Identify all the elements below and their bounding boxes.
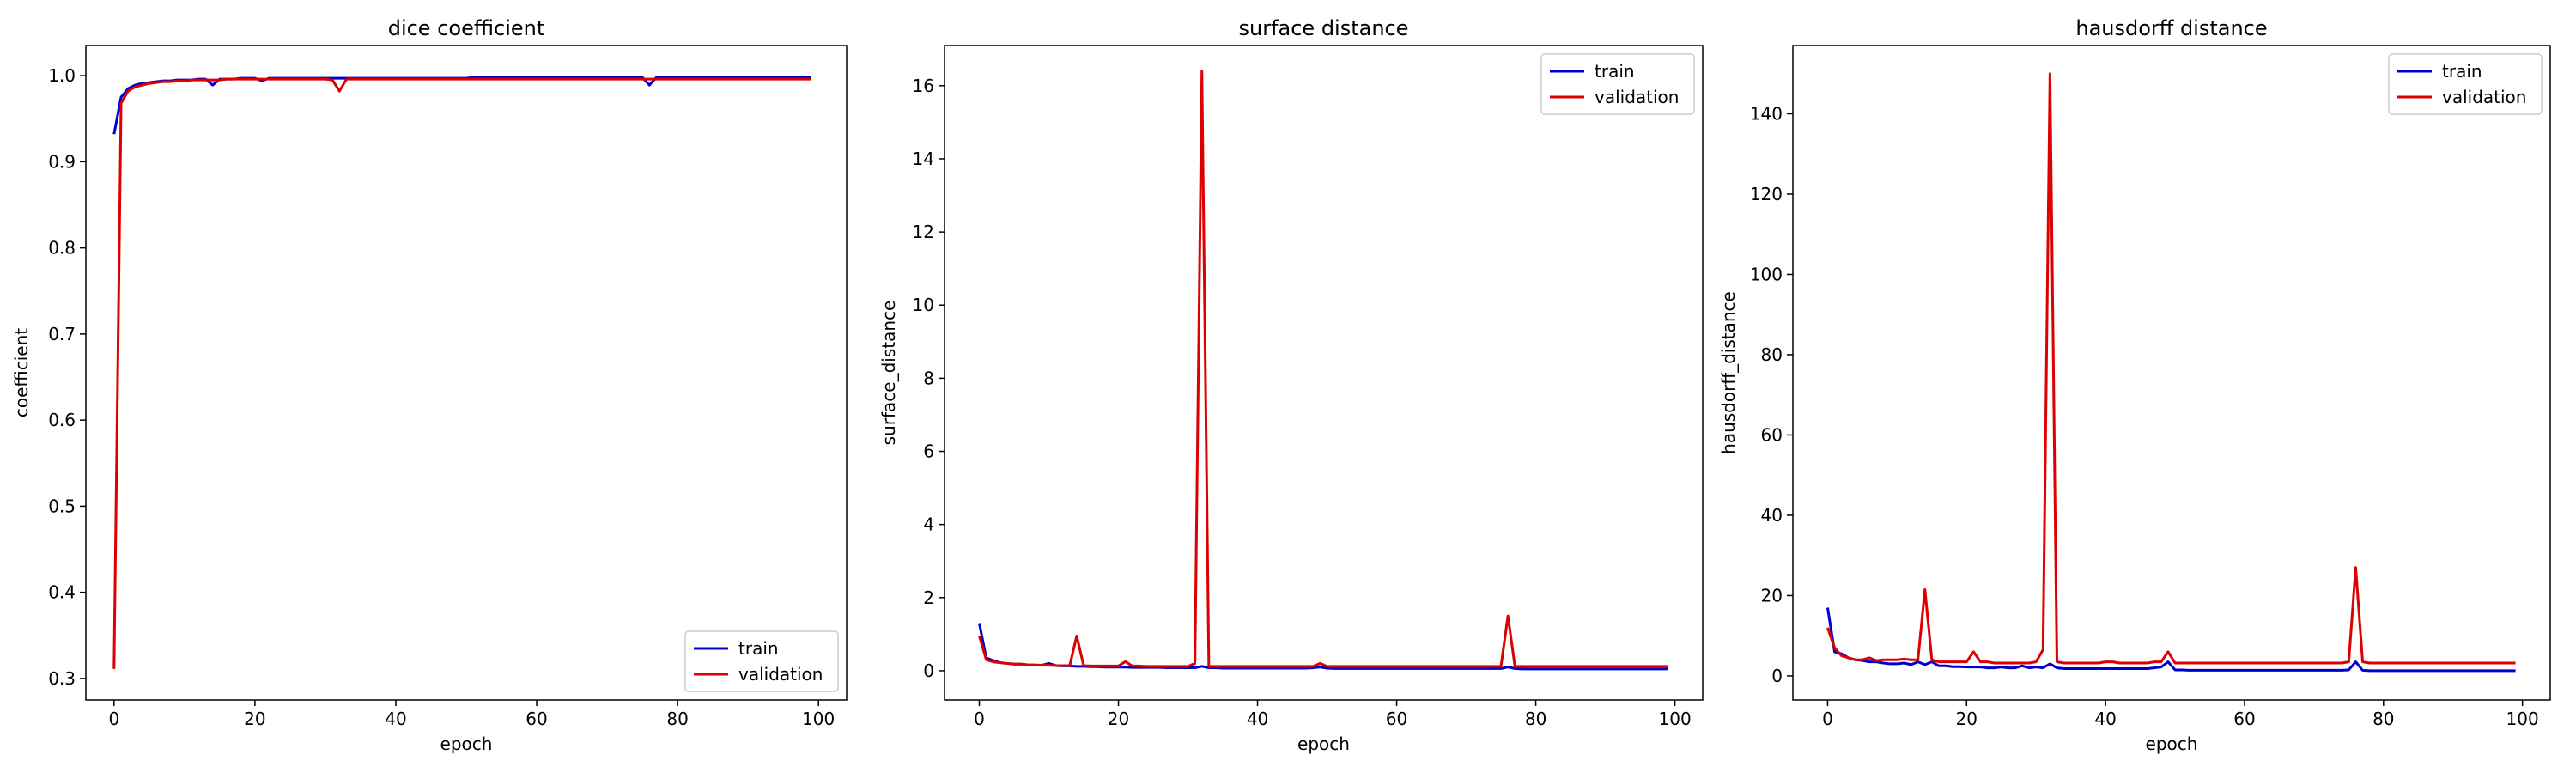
plot-frame — [944, 45, 1704, 701]
legend: train validation — [1540, 53, 1695, 115]
y-tick-label: 120 — [1750, 184, 1783, 204]
series-line-validation — [1826, 72, 2516, 665]
y-tick-label: 4 — [923, 514, 934, 535]
x-tick-label: 100 — [2506, 709, 2539, 729]
y-tick-label: 0 — [923, 660, 934, 681]
series-group — [978, 70, 1668, 671]
y-tick-label: 60 — [1761, 424, 1783, 445]
legend: train validation — [684, 630, 839, 692]
chart-1: dice coefficient 0 20 40 60 80 100 0.3 0.4 0.5 0.6… — [11, 16, 848, 754]
plot-frame — [85, 45, 848, 701]
x-tick-label: 20 — [1956, 709, 1978, 729]
series-group — [112, 76, 811, 669]
x-tick-label: 0 — [974, 709, 985, 729]
plot-frame — [1792, 45, 2551, 701]
legend-box — [1540, 53, 1695, 115]
series-group — [1826, 72, 2516, 673]
y-tick-label: 10 — [913, 295, 934, 315]
y-tick-label: 0.8 — [48, 238, 76, 259]
chart-3: hausdorff distance 0 20 40 60 80 100 0 20 40 60 80 1… — [1718, 16, 2551, 754]
x-tick-label: 80 — [666, 709, 688, 729]
chart-title: surface distance — [1238, 16, 1408, 40]
x-axis-label: epoch — [440, 733, 493, 754]
x-tick-label: 40 — [385, 709, 406, 729]
y-tick-label: 1.0 — [48, 65, 76, 86]
y-tick-label: 16 — [913, 76, 934, 96]
x-tick-label: 0 — [108, 709, 119, 729]
x-tick-label: 100 — [802, 709, 835, 729]
y-tick-label: 12 — [913, 222, 934, 242]
y-tick-label: 140 — [1750, 103, 1783, 124]
y-tick-label: 80 — [1761, 344, 1783, 365]
chart-title: hausdorff distance — [2075, 16, 2267, 40]
x-tick-label: 60 — [526, 709, 547, 729]
y-axis-label: surface_distance — [878, 301, 899, 446]
x-tick-label: 100 — [1659, 709, 1692, 729]
series-line-validation — [112, 77, 811, 669]
x-axis-label: epoch — [1297, 733, 1350, 754]
x-tick-label: 60 — [2233, 709, 2255, 729]
x-tick-label: 80 — [2372, 709, 2394, 729]
x-tick-label: 0 — [1822, 709, 1833, 729]
y-tick-label: 40 — [1761, 505, 1783, 526]
series-line-train — [1826, 607, 2516, 673]
chart-2: surface distance 0 20 40 60 80 100 0 2 4 6 8 10 12 14 1… — [878, 16, 1704, 754]
legend-label-train: train — [738, 638, 779, 659]
series-line-validation — [978, 70, 1668, 668]
legend: train validation — [2388, 53, 2543, 115]
y-tick-label: 0.9 — [48, 151, 76, 172]
y-tick-label: 20 — [1761, 585, 1783, 606]
y-tick-label: 100 — [1750, 264, 1783, 284]
y-tick-label: 0.5 — [48, 496, 76, 516]
y-axis-label: hausdorff_distance — [1718, 291, 1739, 454]
chart-title: dice coefficient — [388, 16, 545, 40]
y-tick-label: 2 — [923, 587, 934, 608]
x-axis-label: epoch — [2146, 733, 2198, 754]
x-tick-label: 40 — [2094, 709, 2116, 729]
y-tick-label: 14 — [913, 149, 934, 169]
y-tick-label: 0.3 — [48, 668, 76, 689]
y-tick-label: 0 — [1771, 666, 1783, 686]
legend-label-validation: validation — [738, 664, 823, 685]
x-tick-label: 20 — [244, 709, 265, 729]
y-axis-label: coefficient — [11, 328, 32, 417]
y-tick-label: 8 — [923, 368, 934, 388]
legend-box — [684, 630, 839, 692]
y-tick-label: 0.7 — [48, 324, 76, 344]
x-tick-label: 40 — [1247, 709, 1268, 729]
legend-label-train: train — [2442, 61, 2482, 82]
x-tick-label: 20 — [1108, 709, 1129, 729]
x-tick-label: 80 — [1525, 709, 1546, 729]
y-tick-label: 6 — [923, 441, 934, 462]
legend-label-validation: validation — [2442, 87, 2526, 107]
y-tick-label: 0.4 — [48, 582, 76, 603]
x-tick-label: 60 — [1386, 709, 1407, 729]
y-tick-label: 0.6 — [48, 410, 76, 430]
legend-label-validation: validation — [1595, 87, 1679, 107]
legend-label-train: train — [1595, 61, 1635, 82]
legend-box — [2388, 53, 2543, 115]
series-line-train — [112, 76, 811, 135]
